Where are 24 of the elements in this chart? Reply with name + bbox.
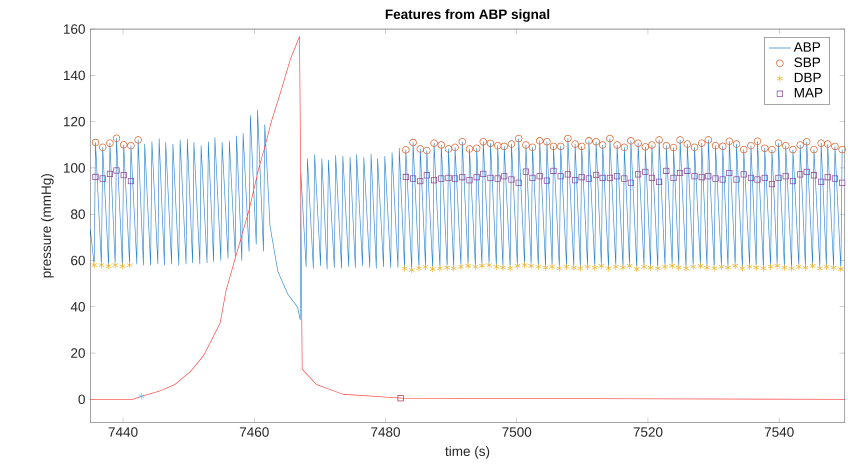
x-tick-label: 7480 (371, 427, 400, 437)
y-tick-label: 60 (71, 256, 85, 266)
y-tick-label: 100 (64, 163, 85, 173)
y-tick-label: 160 (64, 24, 85, 34)
x-tick-label: 7440 (108, 427, 138, 437)
legend-label: DBP (794, 72, 821, 82)
y-tick-label: 0 (78, 394, 85, 404)
x-tick-label: 7540 (764, 427, 794, 437)
y-tick-label: 40 (70, 302, 85, 312)
legend-label: SBP (794, 58, 820, 68)
y-axis-title: pressure (mmHg) (41, 174, 54, 278)
legend-label: MAP (794, 88, 822, 98)
y-tick-label: 140 (64, 70, 85, 80)
chart-title: Features from ABP signal (386, 9, 550, 22)
x-tick-label: 7500 (502, 427, 532, 437)
x-axis-title: time (s) (445, 446, 490, 459)
legend-label: ABP (794, 42, 820, 52)
x-tick-label: 7460 (240, 427, 269, 437)
y-tick-label: 20 (71, 348, 85, 358)
y-tick-label: 80 (71, 209, 85, 220)
line-series (90, 110, 842, 320)
y-tick-label: 120 (64, 116, 85, 126)
x-tick-label: 7520 (634, 427, 662, 437)
line-series (90, 36, 845, 400)
